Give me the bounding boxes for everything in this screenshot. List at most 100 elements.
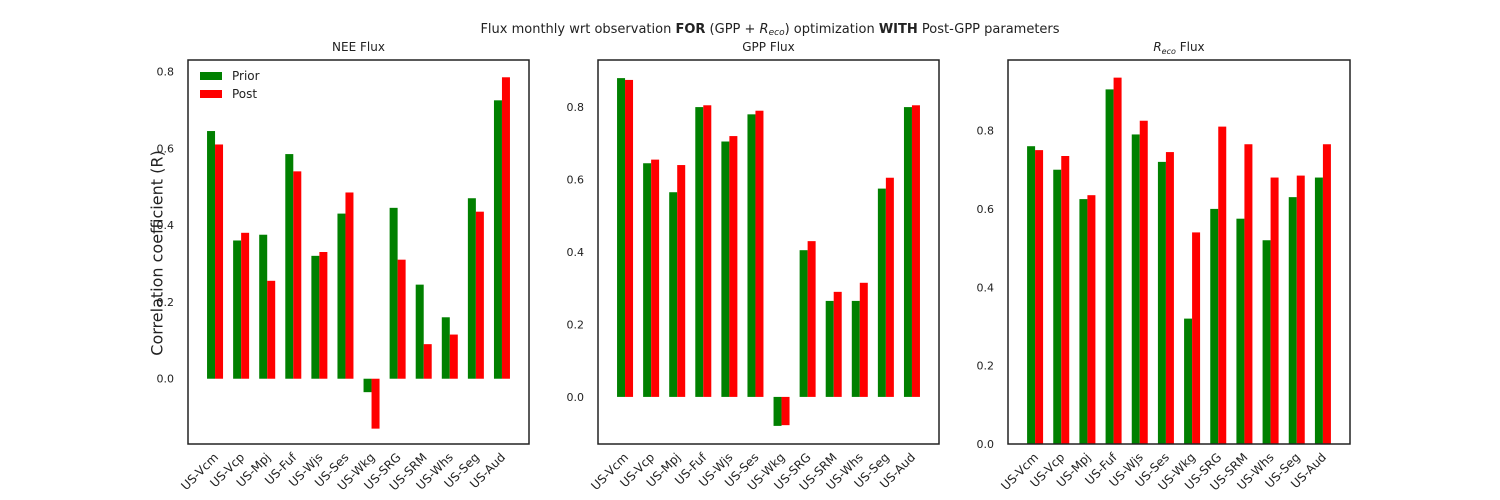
post-bar-us-wkg bbox=[781, 396, 790, 426]
prior-bar-us-mpj bbox=[1079, 199, 1088, 444]
post-bar-us-srm bbox=[833, 291, 842, 397]
post-bar-us-ses bbox=[1165, 152, 1174, 444]
reco-flux-panel: Reco FluxUS-VcmUS-VcpUS-MpjUS-FufUS-WjsU… bbox=[977, 40, 1351, 493]
legend-swatch-post bbox=[200, 90, 222, 98]
panel-title-subscript: eco bbox=[1162, 47, 1176, 56]
post-bar-us-mpj bbox=[267, 280, 276, 379]
prior-bar-us-seg bbox=[877, 188, 886, 397]
post-bar-us-ses bbox=[755, 110, 764, 397]
prior-bar-us-whs bbox=[851, 300, 860, 397]
y-tick-label: 0.4 bbox=[157, 219, 175, 232]
y-tick-label: 0.6 bbox=[977, 203, 995, 216]
legend-swatch-prior bbox=[200, 72, 222, 80]
prior-bar-us-fuf bbox=[695, 107, 704, 397]
post-bar-us-vcm bbox=[625, 79, 634, 397]
y-tick-label: 0.6 bbox=[567, 174, 585, 187]
post-bar-us-vcp bbox=[1061, 156, 1070, 444]
panel-title: NEE Flux bbox=[332, 40, 385, 54]
y-tick-label: 0.0 bbox=[977, 438, 995, 451]
prior-bar-us-whs bbox=[1262, 240, 1271, 444]
prior-bar-us-ses bbox=[337, 213, 346, 379]
post-bar-us-aud bbox=[911, 105, 920, 397]
post-bar-us-seg bbox=[885, 177, 894, 397]
legend: Prior Post bbox=[200, 69, 260, 101]
nee-flux-panel: NEE FluxUS-VcmUS-VcpUS-MpjUS-FufUS-WjsUS… bbox=[157, 40, 530, 493]
y-tick-label: 0.0 bbox=[567, 391, 585, 404]
post-bar-us-wjs bbox=[319, 252, 328, 379]
y-axis-label: Correlation coefficient (R) bbox=[147, 150, 167, 356]
panel-title-rest: Flux bbox=[1176, 40, 1205, 54]
legend-label-post: Post bbox=[232, 87, 257, 101]
prior-bar-us-srm bbox=[825, 300, 834, 397]
axes-frame bbox=[1007, 59, 1351, 445]
post-bar-us-wjs bbox=[729, 136, 738, 397]
prior-bar-us-wjs bbox=[311, 255, 320, 379]
post-bar-us-seg bbox=[1296, 175, 1305, 444]
axes-frame bbox=[187, 59, 530, 445]
post-bar-us-whs bbox=[1270, 177, 1279, 444]
prior-bar-us-wjs bbox=[1131, 134, 1140, 444]
prior-bar-us-whs bbox=[441, 317, 450, 379]
post-bar-us-vcp bbox=[651, 159, 660, 397]
y-tick-label: 0.8 bbox=[977, 125, 995, 138]
prior-bar-us-wjs bbox=[721, 141, 730, 397]
y-tick-label: 0.4 bbox=[977, 281, 995, 294]
prior-bar-us-srg bbox=[389, 207, 398, 379]
prior-bar-us-mpj bbox=[669, 192, 678, 397]
post-bar-us-srg bbox=[397, 259, 406, 379]
y-tick-label: 0.4 bbox=[567, 246, 585, 259]
y-tick-label: 0.2 bbox=[157, 296, 175, 309]
panel-title: GPP Flux bbox=[742, 40, 795, 54]
panel-title: Reco Flux bbox=[1153, 40, 1204, 56]
prior-bar-us-aud bbox=[903, 107, 912, 397]
prior-bar-us-vcm bbox=[617, 78, 626, 397]
post-bar-us-mpj bbox=[1087, 195, 1096, 444]
prior-bar-us-srg bbox=[799, 250, 808, 397]
prior-bar-us-vcp bbox=[233, 240, 242, 379]
y-tick-label: 0.2 bbox=[977, 360, 995, 373]
panel-title-symbol: R bbox=[1153, 40, 1161, 54]
prior-bar-us-fuf bbox=[285, 154, 294, 379]
y-tick-label: 0.8 bbox=[157, 66, 175, 79]
prior-bar-us-seg bbox=[467, 198, 476, 379]
prior-bar-us-srg bbox=[1210, 208, 1219, 444]
axes-frame bbox=[597, 59, 940, 445]
post-bar-us-srg bbox=[807, 241, 816, 397]
prior-bar-us-fuf bbox=[1105, 89, 1114, 444]
legend-label-prior: Prior bbox=[232, 69, 260, 83]
post-bar-us-vcm bbox=[215, 144, 224, 379]
post-bar-us-wkg bbox=[371, 378, 380, 429]
post-bar-us-ses bbox=[345, 192, 354, 379]
post-bar-us-vcp bbox=[241, 232, 250, 379]
gpp-flux-panel: GPP FluxUS-VcmUS-VcpUS-MpjUS-FufUS-WjsUS… bbox=[567, 40, 940, 493]
post-bar-us-whs bbox=[859, 282, 868, 397]
post-bar-us-vcm bbox=[1035, 150, 1044, 445]
post-bar-us-fuf bbox=[1113, 77, 1122, 444]
y-tick-label: 0.6 bbox=[157, 142, 175, 155]
post-bar-us-aud bbox=[501, 77, 510, 379]
y-tick-label: 0.8 bbox=[567, 101, 585, 114]
y-tick-label: 0.0 bbox=[157, 373, 175, 386]
prior-bar-us-mpj bbox=[259, 234, 268, 379]
prior-bar-us-wkg bbox=[773, 396, 782, 426]
prior-bar-us-srm bbox=[1236, 218, 1245, 444]
prior-bar-us-wkg bbox=[1184, 318, 1193, 444]
prior-bar-us-vcm bbox=[1027, 146, 1036, 444]
post-bar-us-wkg bbox=[1192, 232, 1201, 444]
post-bar-us-aud bbox=[1322, 144, 1331, 444]
prior-bar-us-vcm bbox=[207, 131, 216, 379]
post-bar-us-whs bbox=[449, 334, 458, 379]
prior-bar-us-wkg bbox=[363, 378, 372, 393]
prior-bar-us-aud bbox=[1314, 177, 1323, 444]
post-bar-us-mpj bbox=[677, 165, 686, 397]
post-bar-us-srg bbox=[1218, 126, 1227, 444]
post-bar-us-seg bbox=[475, 211, 484, 379]
prior-bar-us-ses bbox=[1157, 161, 1166, 444]
y-tick-label: 0.2 bbox=[567, 318, 585, 331]
prior-bar-us-vcp bbox=[643, 163, 652, 397]
post-bar-us-wjs bbox=[1139, 120, 1148, 445]
prior-bar-us-srm bbox=[415, 284, 424, 379]
post-bar-us-srm bbox=[423, 344, 432, 379]
